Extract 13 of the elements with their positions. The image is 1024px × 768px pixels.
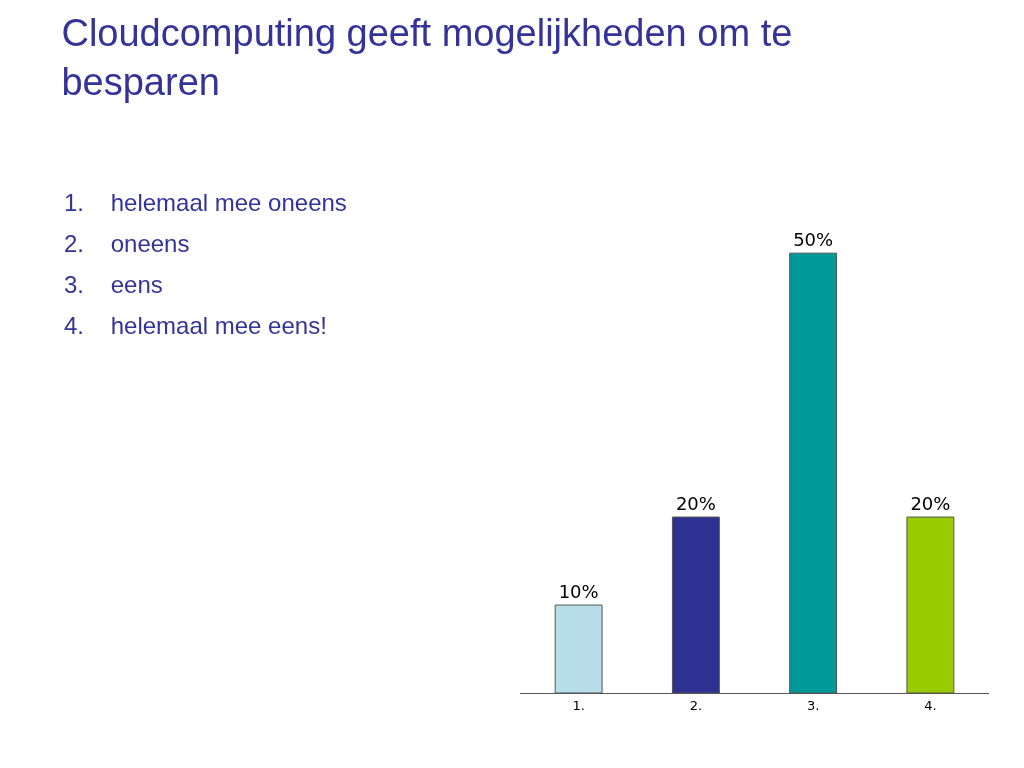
- text: 2. oneens: [64, 230, 190, 257]
- x-tick-label: 2.: [689, 697, 703, 713]
- text: 1. helemaal mee oneens: [64, 189, 347, 216]
- data-label: 10%: [558, 581, 599, 603]
- x-tick-label: 1.: [572, 697, 585, 713]
- x-tick-label: 3.: [806, 697, 820, 713]
- chart-title: Cloudcomputing geeft mogelijkheden om te besparen: [61, 12, 793, 104]
- data-label: 20%: [675, 493, 716, 515]
- text: 3. eens: [64, 271, 163, 298]
- x-tick-label: 4.: [924, 697, 937, 713]
- data-label: 50%: [793, 229, 834, 251]
- text: 4. helemaal mee eens!: [64, 312, 327, 339]
- data-label: 20%: [910, 493, 951, 515]
